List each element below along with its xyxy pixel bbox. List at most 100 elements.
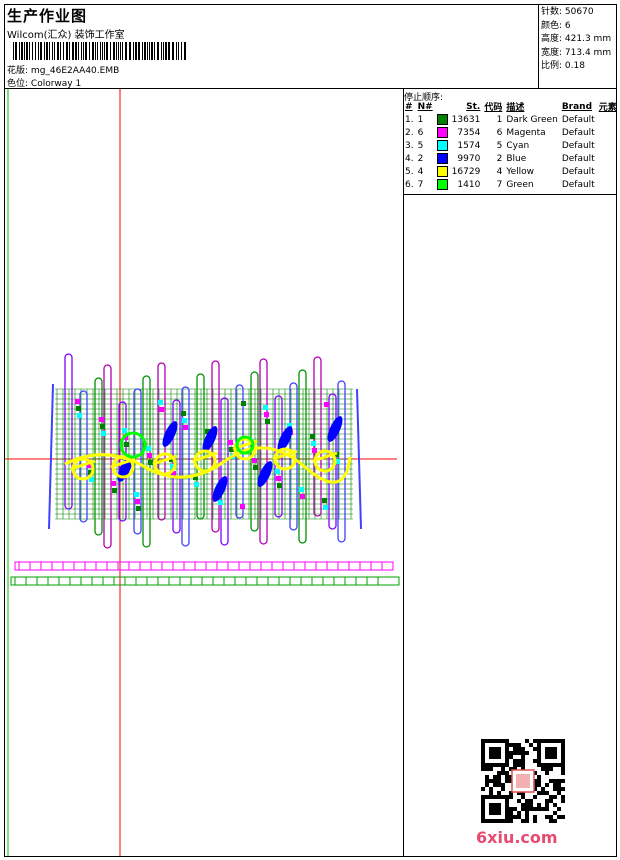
height-label: 高度: [541, 34, 563, 44]
row-brand: Default [561, 127, 595, 138]
row-stitches: 13631 [451, 114, 481, 125]
col-element-header: 元素 [598, 103, 617, 113]
stitch-count-row: 针数: 50670 [541, 6, 611, 20]
color-swatch [436, 166, 448, 177]
company-name: Wilcom(汇众) 装饰工作室 [7, 30, 125, 41]
row-element [597, 152, 619, 165]
height-row: 高度: 421.3 mm [541, 33, 611, 47]
colorway-name: Colorway 1 [30, 79, 82, 89]
table-header-row: # N# St. 代码 描述 Brand 元素 [403, 100, 619, 114]
row-swatch [435, 113, 450, 126]
row-needle: 6 [417, 127, 424, 138]
row-swatch [435, 178, 450, 191]
stitch-count-label: 针数: [541, 7, 563, 17]
row-brand: Default [561, 114, 595, 125]
design-file-name: mg_46E2AA40.EMB [30, 66, 120, 76]
row-swatch [435, 152, 450, 165]
row-description: Magenta [506, 127, 546, 138]
table-row: 4. 2 9970 2 Blue Default [403, 152, 619, 165]
color-stop-rows: 1. 1 13631 1 Dark Green Default 2. 6 7354 6 Magent… [403, 113, 619, 191]
qr-seal-inner [516, 774, 530, 788]
row-element [597, 178, 619, 191]
header-divider [538, 4, 539, 89]
row-index: 5. [405, 166, 414, 177]
color-count: 6 [564, 20, 571, 31]
col-index-header: # [405, 101, 413, 112]
row-brand: Default [561, 166, 595, 177]
row-stitches: 1410 [457, 179, 481, 190]
table-row: 2. 6 7354 6 Magenta Default [403, 126, 619, 139]
width-label: 宽度: [541, 47, 563, 58]
row-code: 5 [496, 140, 503, 151]
row-brand: Default [561, 179, 595, 190]
page-title: 生产作业图 [7, 7, 88, 25]
color-count-label: 颜色: [541, 20, 563, 31]
page-frame [4, 4, 617, 857]
panel-divider [403, 88, 404, 857]
row-description: Yellow [506, 166, 535, 177]
color-swatch [436, 140, 448, 151]
color-count-row: 颜色: 6 [541, 20, 611, 34]
row-element [597, 113, 619, 126]
row-index: 6. [405, 179, 414, 190]
row-swatch [435, 165, 450, 178]
table-row: 5. 4 16729 4 Yellow Default [403, 165, 619, 178]
row-index: 4. [405, 153, 414, 164]
stats-panel: 针数: 50670 颜色: 6 高度: 421.3 mm 宽度: 713.4 m… [541, 6, 611, 74]
row-stitches: 9970 [457, 153, 481, 164]
qr-code-image [481, 739, 565, 823]
row-needle: 4 [417, 166, 424, 177]
col-swatch-header [435, 100, 450, 113]
design-edges [48, 383, 362, 530]
row-stitches: 16729 [451, 166, 481, 177]
stop-sequence-label: 停止顺序: [404, 93, 444, 103]
row-code: 1 [496, 114, 503, 125]
row-description: Dark Green [506, 114, 558, 125]
yellow-vine [64, 437, 352, 484]
row-code: 2 [496, 153, 503, 164]
width-value: 713.4 mm [564, 47, 612, 58]
panel-rule [403, 194, 617, 195]
scale-label: 比例: [541, 61, 563, 71]
row-index: 3. [405, 140, 414, 151]
table-row: 6. 7 1410 7 Green Default [403, 178, 619, 191]
row-element [597, 126, 619, 139]
row-code: 7 [496, 179, 503, 190]
row-needle: 1 [417, 114, 424, 125]
row-code: 4 [496, 166, 503, 177]
col-code-header: 代码 [484, 103, 503, 113]
row-element [597, 139, 619, 152]
row-brand: Default [561, 140, 595, 151]
colorway-line: 色位: Colorway 1 [7, 76, 81, 89]
row-needle: 2 [417, 153, 424, 164]
color-swatch [436, 179, 448, 190]
design-file-line: 花版: mg_46E2AA40.EMB [7, 63, 119, 76]
scale-row: 比例: 0.18 [541, 60, 611, 74]
table-row: 1. 1 13631 1 Dark Green Default [403, 113, 619, 126]
row-stitches: 7354 [457, 127, 481, 138]
row-element [597, 165, 619, 178]
embroidery-design-preview [5, 89, 400, 856]
row-index: 2. [405, 127, 414, 138]
scale-value: 0.18 [564, 61, 585, 71]
green-flower [119, 431, 255, 459]
row-brand: Default [561, 153, 595, 164]
colorway-label: 色位: [7, 79, 29, 89]
row-description: Blue [506, 153, 527, 164]
row-description: Cyan [506, 140, 530, 151]
row-swatch [435, 126, 450, 139]
col-desc-header: 描述 [506, 103, 525, 113]
color-stop-table: # N# St. 代码 描述 Brand 元素 1. 1 13631 1 Dark Gr… [403, 100, 619, 191]
row-index: 1. [405, 114, 414, 125]
watermark-text: 6xiu.com [476, 828, 558, 847]
col-stitch-header: St. [466, 101, 481, 112]
col-brand-header: Brand [561, 101, 593, 112]
col-n-header: N# [417, 101, 433, 112]
row-swatch [435, 139, 450, 152]
bottom-border-strips [10, 561, 400, 586]
design-label: 花版: [7, 66, 29, 76]
barcode-image [13, 42, 186, 60]
header-left: 生产作业图 Wilcom(汇众) 装饰工作室 花版: mg_46E2AA40.E… [5, 5, 538, 89]
height-value: 421.3 mm [564, 34, 612, 44]
table-row: 3. 5 1574 5 Cyan Default [403, 139, 619, 152]
